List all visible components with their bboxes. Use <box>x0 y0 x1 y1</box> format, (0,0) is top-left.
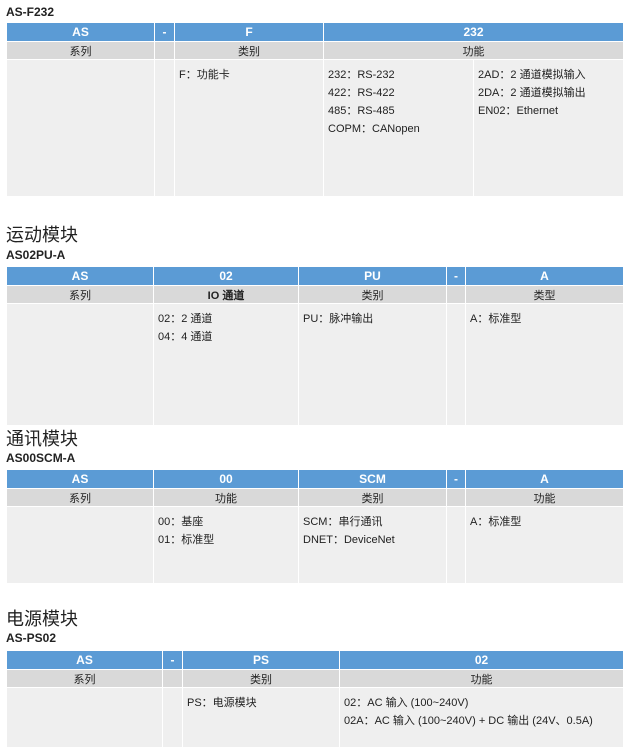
header-cell: AS <box>7 651 163 670</box>
subheader-cell: 类别 <box>299 489 447 507</box>
option-line: 01：标准型 <box>158 531 298 549</box>
header-cell: 00 <box>154 470 299 489</box>
header-cell: A <box>466 267 623 286</box>
subheader-cell: 类别 <box>175 42 324 60</box>
option-line: PU：脉冲输出 <box>303 310 446 328</box>
option-line: A：标准型 <box>470 310 623 328</box>
option-line: 485：RS-485 <box>328 102 473 120</box>
header-cell: SCM <box>299 470 447 489</box>
header-cell: 02 <box>340 651 623 670</box>
option-line: PS：电源模块 <box>187 694 339 712</box>
body-cell: PU：脉冲输出 <box>299 304 447 426</box>
section-title: 通讯模块 <box>6 425 78 451</box>
header-cell: PU <box>299 267 447 286</box>
option-line: 02A：AC 输入 (100~240V) + DC 输出 (24V、0.5A) <box>344 712 623 730</box>
option-line: 232：RS-232 <box>328 66 473 84</box>
subheader-cell: 系列 <box>7 489 154 507</box>
body-cell: 02：AC 输入 (100~240V)02A：AC 输入 (100~240V) … <box>340 688 623 748</box>
subheader-cell: 功能 <box>340 670 623 688</box>
subheader-cell <box>447 489 466 507</box>
option-line: A：标准型 <box>470 513 623 531</box>
body-cell: PS：电源模块 <box>183 688 340 748</box>
body-cell: A：标准型 <box>466 304 623 426</box>
model-code: AS00SCM-A <box>6 451 75 465</box>
subheader-cell <box>163 670 183 688</box>
option-line: EN02：Ethernet <box>478 102 623 120</box>
subheader-cell: 系列 <box>7 670 163 688</box>
header-cell: AS <box>7 267 154 286</box>
subheader-cell: 类型 <box>466 286 623 304</box>
subheader-cell: 类别 <box>299 286 447 304</box>
option-line: 2DA：2 通道模拟输出 <box>478 84 623 102</box>
header-cell: - <box>155 23 175 42</box>
option-line: SCM：串行通讯 <box>303 513 446 531</box>
section-title: 电源模块 <box>6 605 78 631</box>
subheader-cell: 功能 <box>466 489 623 507</box>
subheader-cell: 系列 <box>7 286 154 304</box>
option-line: 02：AC 输入 (100~240V) <box>344 694 623 712</box>
subheader-cell: 功能 <box>154 489 299 507</box>
body-cell: F：功能卡 <box>175 60 324 197</box>
option-line: 00：基座 <box>158 513 298 531</box>
header-cell: - <box>447 470 466 489</box>
header-cell: - <box>447 267 466 286</box>
option-line: F：功能卡 <box>179 66 323 84</box>
model-code: AS02PU-A <box>6 248 65 262</box>
model-code: AS-F232 <box>6 5 54 19</box>
subheader-cell <box>447 286 466 304</box>
section-title: 运动模块 <box>6 221 78 247</box>
header-cell: AS <box>7 23 155 42</box>
header-cell: 02 <box>154 267 299 286</box>
body-cell: A：标准型 <box>466 507 623 584</box>
model-code: AS-PS02 <box>6 631 56 645</box>
subheader-cell: 系列 <box>7 42 155 60</box>
subheader-cell <box>155 42 175 60</box>
option-line: 422：RS-422 <box>328 84 473 102</box>
header-cell: A <box>466 470 623 489</box>
header-cell: AS <box>7 470 154 489</box>
option-line: COPM：CANopen <box>328 120 473 138</box>
header-cell: PS <box>183 651 340 670</box>
option-line: 2AD：2 通道模拟输入 <box>478 66 623 84</box>
option-line: 04：4 通道 <box>158 328 298 346</box>
subheader-cell: 类别 <box>183 670 340 688</box>
subheader-cell: 功能 <box>324 42 623 60</box>
option-line: 02：2 通道 <box>158 310 298 328</box>
header-cell: 232 <box>324 23 623 42</box>
header-cell: - <box>163 651 183 670</box>
option-line: DNET：DeviceNet <box>303 531 446 549</box>
subheader-cell: IO 通道 <box>154 286 299 304</box>
header-cell: F <box>175 23 324 42</box>
